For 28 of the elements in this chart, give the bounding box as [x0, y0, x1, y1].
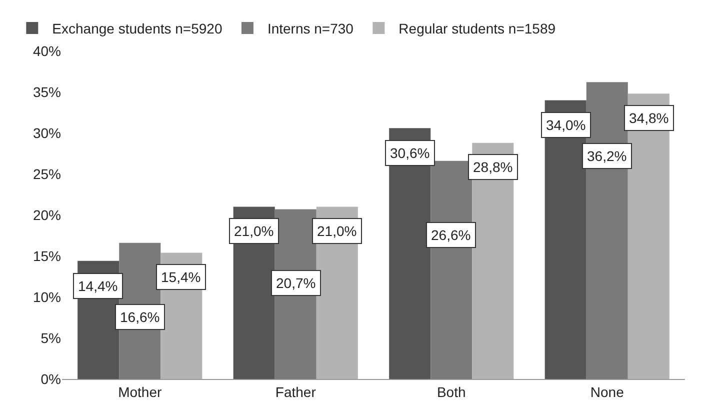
legend-label: Interns n=730	[267, 20, 354, 36]
data-label: 30,6%	[390, 145, 430, 161]
y-tick-label: 25%	[32, 166, 61, 182]
legend-label: Exchange students n=5920	[52, 20, 222, 36]
data-label: 21,0%	[317, 223, 357, 239]
data-label: 20,7%	[276, 275, 316, 291]
y-tick-label: 40%	[32, 42, 61, 59]
x-tick-label: Both	[436, 384, 466, 400]
data-label: 36,2%	[587, 148, 627, 164]
data-label: 34,8%	[629, 110, 669, 126]
data-label: 21,0%	[234, 223, 274, 239]
data-label: 26,6%	[431, 227, 471, 243]
y-tick-label: 10%	[32, 288, 61, 305]
x-tick-label: Father	[275, 384, 316, 400]
y-tick-label: 5%	[40, 330, 61, 346]
data-label: 28,8%	[473, 159, 513, 175]
data-label: 15,4%	[161, 269, 201, 285]
data-label: 34,0%	[546, 117, 586, 133]
legend-label: Regular students n=1589	[398, 20, 556, 36]
y-tick-label: 20%	[32, 206, 61, 223]
y-tick-label: 0%	[40, 370, 61, 387]
y-tick-label: 35%	[32, 84, 61, 100]
y-tick-label: 15%	[32, 248, 61, 264]
data-label: 14,4%	[78, 278, 118, 294]
data-label: 16,6%	[120, 309, 160, 325]
y-tick-label: 30%	[32, 124, 61, 141]
x-tick-label: Mother	[118, 384, 162, 400]
x-tick-label: None	[590, 384, 624, 400]
